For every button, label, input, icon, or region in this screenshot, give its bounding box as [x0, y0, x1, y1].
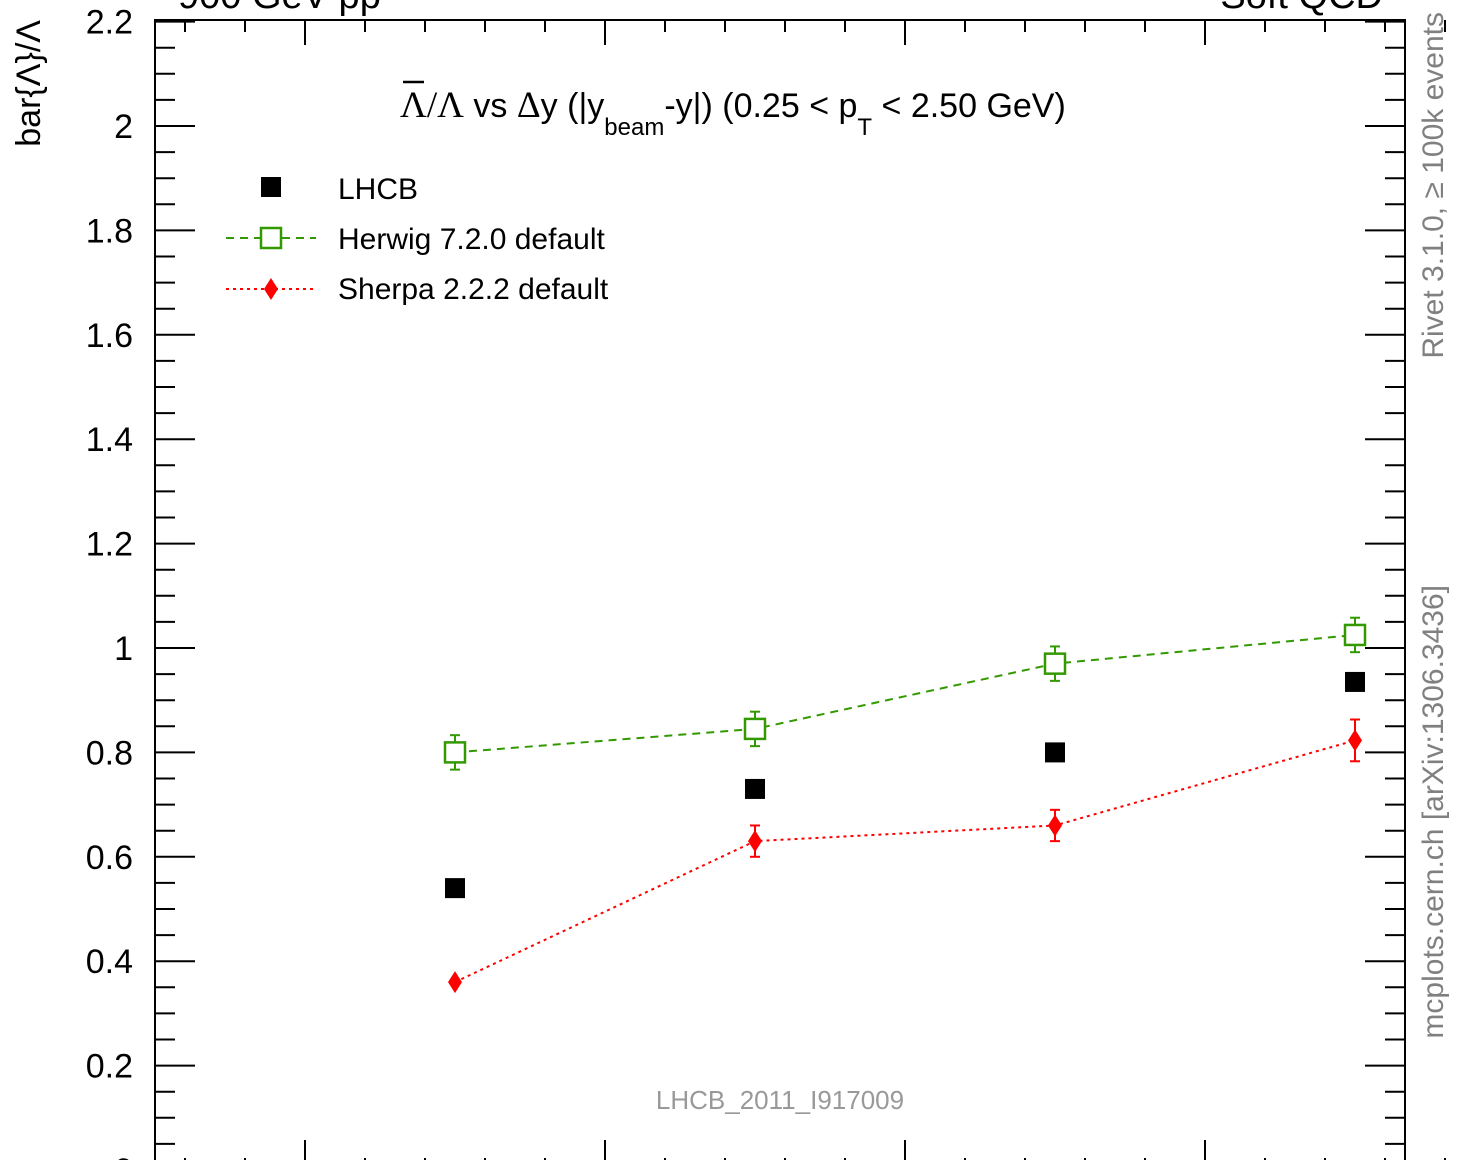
- title-paren-end: < 2.50 GeV): [872, 87, 1066, 125]
- header-left: 900 GeV pp: [178, 0, 381, 17]
- data-point: [1043, 652, 1067, 675]
- data-point: [745, 778, 765, 799]
- y-tick-label: 0.2: [86, 1048, 133, 1086]
- title-paren-open: (|y: [558, 87, 605, 125]
- series-line: [454, 633, 1356, 754]
- title-den: Λ: [437, 85, 464, 126]
- y-tick-label: 2: [114, 108, 133, 146]
- y-axis-label: bar{Λ}/Λ: [10, 20, 48, 147]
- data-point: [448, 971, 462, 994]
- title-delta: Δ: [517, 85, 541, 126]
- y-tick-label: 1: [114, 630, 133, 668]
- y-axis-ticks: [155, 20, 1405, 1145]
- series-herwig: [443, 616, 1367, 771]
- data-point: [1348, 729, 1362, 752]
- data-point: [445, 878, 465, 899]
- data-point: [1045, 742, 1065, 763]
- title-paren-mid: -y|) (0.25 < p: [664, 87, 857, 125]
- title-slash: /: [427, 85, 438, 126]
- header-right: Soft QCD: [1220, 0, 1383, 17]
- series-layer: [443, 616, 1367, 994]
- y-tick-label: 1.4: [86, 421, 133, 459]
- title-beam-subscript: beam: [604, 114, 664, 141]
- y-tick-label: 0.8: [86, 734, 133, 772]
- title-dy: y: [541, 87, 558, 125]
- y-tick-label: 0.4: [86, 943, 133, 981]
- title-pt-subscript: T: [857, 114, 872, 141]
- series-lhcb: [445, 671, 1365, 899]
- legend-marker-lhcb: [261, 177, 281, 197]
- title-vs: vs: [464, 87, 517, 125]
- y-tick-label: 1.6: [86, 317, 133, 355]
- series-sherpa: [448, 718, 1362, 994]
- y-tick-label: 0: [114, 1152, 133, 1160]
- legend-marker-herwig: [259, 226, 283, 250]
- data-point: [443, 741, 467, 764]
- legend-label-sherpa: Sherpa 2.2.2 default: [338, 273, 609, 306]
- side-text-rivet: Rivet 3.1.0, ≥ 100k events: [1417, 12, 1450, 359]
- data-point: [743, 717, 767, 741]
- y-tick-label: 2.2: [86, 4, 133, 42]
- title-num: Λ: [400, 85, 427, 126]
- data-point: [1343, 623, 1367, 647]
- data-point: [1048, 814, 1062, 837]
- analysis-watermark: LHCB_2011_I917009: [656, 1085, 904, 1115]
- legend-label-herwig: Herwig 7.2.0 default: [338, 223, 605, 256]
- x-axis-ticks: [184, 20, 1446, 1160]
- side-text-mcplots: mcplots.cern.ch [arXiv:1306.3436]: [1417, 585, 1450, 1039]
- y-tick-label: 1.8: [86, 212, 133, 250]
- chart-title: Λ/Λ vs Δy (|ybeam-y|) (0.25 < pT < 2.50 …: [400, 85, 1066, 141]
- series-line: [454, 739, 1356, 983]
- y-axis-tick-labels: 0 0.2 0.4 0.6 0.8 1 1.2 1.4 1.6 1.8 2 2.2: [86, 4, 133, 1160]
- legend-label-lhcb: LHCB: [338, 173, 418, 206]
- data-point: [748, 830, 762, 853]
- y-tick-label: 0.6: [86, 839, 133, 877]
- y-tick-label: 1.2: [86, 526, 133, 564]
- legend: LHCB Herwig 7.2.0 default Sherpa 2.2.2 d…: [226, 173, 609, 306]
- legend-marker-sherpa: [264, 278, 278, 300]
- data-point: [1345, 671, 1365, 692]
